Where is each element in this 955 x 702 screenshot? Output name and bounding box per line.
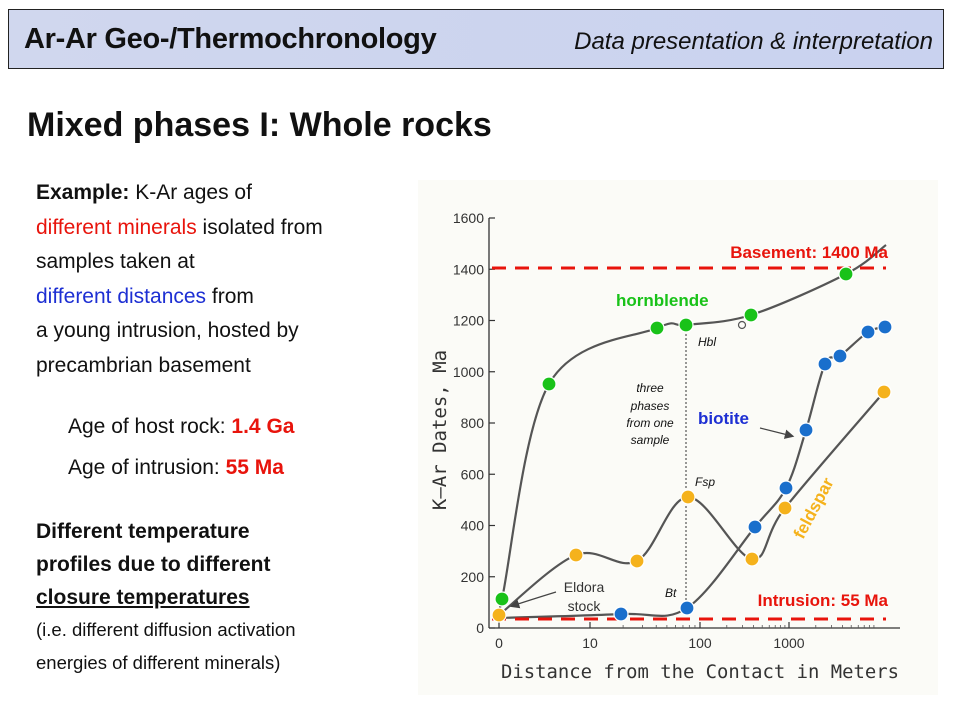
x-tick-label: 0	[495, 635, 503, 651]
example-text: Example: K-Ar ages of different minerals…	[36, 176, 323, 383]
feldspar-point	[744, 551, 760, 567]
biotite-point	[817, 356, 833, 372]
header-banner: Ar-Ar Geo-/Thermochronology Data present…	[8, 9, 944, 69]
x-tick-label: 1000	[773, 635, 804, 651]
host-age-label: Age of host rock:	[68, 415, 232, 438]
y-tick-label: 1000	[453, 364, 484, 380]
intrusion-age-line: Age of intrusion: 55 Ma	[68, 456, 284, 480]
hornblende-point	[743, 307, 759, 323]
intrusion-age-label: Age of intrusion:	[68, 456, 226, 479]
reference-line-label: Intrusion: 55 Ma	[758, 591, 889, 610]
feldspar-point	[680, 489, 696, 505]
biotite-point	[679, 600, 695, 616]
biotite-point	[778, 480, 794, 496]
bt-label: Bt	[665, 586, 677, 600]
x-tick-label: 10	[582, 635, 598, 651]
host-age-line: Age of host rock: 1.4 Ga	[68, 415, 294, 439]
y-tick-label: 200	[461, 569, 485, 585]
open-circle-marker	[737, 320, 747, 330]
different-distances-text: different distances	[36, 284, 207, 308]
eldora-arrow	[509, 591, 557, 609]
feldspar-point	[568, 547, 584, 563]
y-axis-label: K–Ar Dates, Ma	[429, 350, 451, 510]
biotite-point	[832, 348, 848, 364]
biotite-point	[613, 606, 629, 622]
example-line-2: isolated from	[196, 215, 323, 239]
fsp-label: Fsp	[695, 475, 715, 489]
header-title: Ar-Ar Geo-/Thermochronology	[24, 23, 437, 55]
closure-line-1: Different temperature	[36, 520, 250, 543]
note-line-4: sample	[631, 433, 670, 447]
intrusion-age-value: 55 Ma	[225, 456, 284, 479]
feldspar-point	[876, 384, 892, 400]
eldora-label-2: stock	[568, 598, 602, 614]
closure-temp-text: Different temperature profiles due to di…	[36, 515, 271, 614]
slide-title: Mixed phases I: Whole rocks	[27, 106, 492, 144]
y-tick-label: 400	[461, 518, 485, 534]
biotite-point	[747, 519, 763, 535]
kar-ages-chart: 0 200 400 600 800 1000 1200 1400 1600 0 10 100 1000…	[418, 180, 938, 695]
host-age-value: 1.4 Ga	[231, 415, 295, 438]
diffusion-note: (i.e. different diffusion activation ene…	[36, 613, 296, 679]
different-minerals-text: different minerals	[36, 215, 197, 239]
example-line-5: a young intrusion, hosted by	[36, 319, 299, 342]
hornblende-point	[678, 317, 694, 333]
note-line-2: phases	[630, 399, 670, 413]
diffusion-note-line-1: (i.e. different diffusion activation	[36, 619, 296, 640]
hornblende-point	[541, 376, 557, 392]
y-tick-label: 600	[461, 466, 485, 482]
y-tick-label: 1600	[453, 210, 484, 226]
feldspar-point	[491, 607, 507, 623]
closure-line-3: closure temperatures	[36, 586, 250, 609]
closure-line-2: profiles due to different	[36, 553, 271, 576]
hornblende-point	[838, 266, 854, 282]
diffusion-note-line-2: energies of different minerals)	[36, 652, 281, 673]
biotite-arrow	[759, 427, 795, 439]
y-tick-label: 800	[461, 415, 485, 431]
reference-line-label: Basement: 1400 Ma	[730, 243, 888, 262]
feldspar-point	[777, 500, 793, 516]
example-line-6: precambrian basement	[36, 353, 251, 377]
biotite-label: biotite	[698, 409, 749, 428]
x-axis-label: Distance from the Contact in Meters	[501, 661, 899, 683]
note-line-1: three	[636, 381, 664, 395]
example-line-1: K-Ar ages of	[129, 181, 252, 204]
hornblende-label: hornblende	[616, 291, 709, 310]
note-line-3: from one	[626, 416, 674, 430]
example-label: Example:	[36, 181, 130, 204]
y-tick-label: 1400	[453, 261, 484, 277]
hornblende-point	[494, 591, 510, 607]
example-line-4: from	[206, 284, 254, 308]
feldspar-point	[629, 553, 645, 569]
header-subtitle: Data presentation & interpretation	[574, 28, 933, 55]
biotite-point	[860, 324, 876, 340]
biotite-point	[877, 319, 893, 335]
eldora-label-1: Eldora	[564, 579, 605, 595]
x-tick-label: 100	[688, 635, 712, 651]
y-tick-label: 1200	[453, 313, 484, 329]
biotite-point	[798, 422, 814, 438]
y-tick-label: 0	[476, 620, 484, 636]
hornblende-point	[649, 320, 665, 336]
example-line-3: samples taken at	[36, 250, 195, 273]
hbl-label: Hbl	[698, 335, 716, 349]
